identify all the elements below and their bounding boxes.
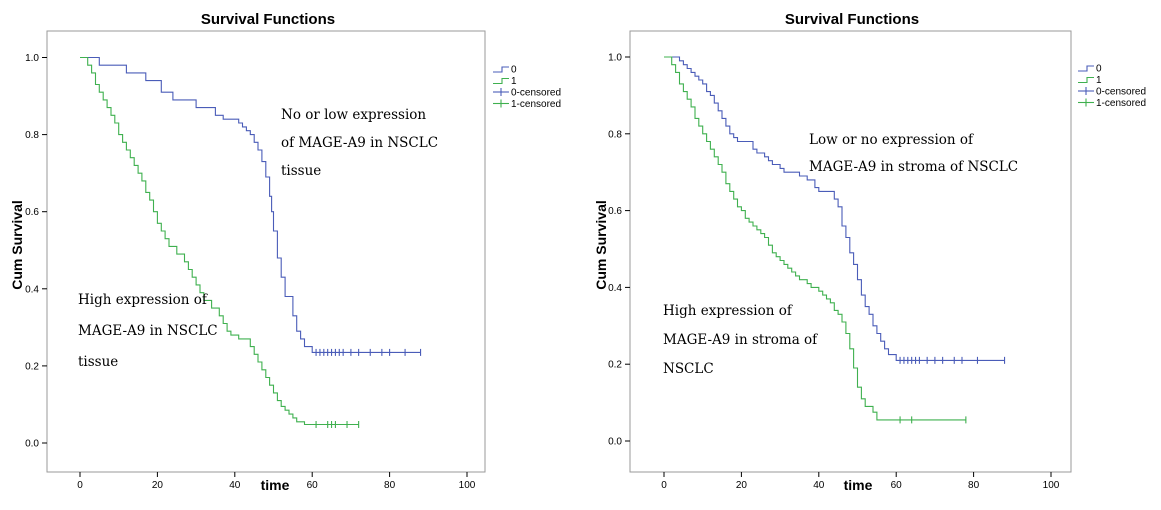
annotation-line: Low or no expression of xyxy=(809,132,974,148)
x-tick-label: 40 xyxy=(813,480,825,491)
annotation-line: MAGE-A9 in NSCLC xyxy=(78,323,218,339)
x-tick-label: 20 xyxy=(736,480,748,491)
chart-title: Survival Functions xyxy=(201,11,335,28)
x-tick-label: 60 xyxy=(307,480,319,491)
series-0-curve xyxy=(80,56,421,353)
y-tick-label: 1.0 xyxy=(608,53,622,64)
chart-panel-1: Survival Functions 0.0 0.2 0.4 0.6 0.8 1.0 0 20 4… xyxy=(9,11,561,493)
y-axis-label: Cum Survival xyxy=(593,200,609,289)
y-tick-label: 0.4 xyxy=(25,284,39,295)
legend-label-0: 0 xyxy=(1096,64,1102,75)
legend-label-0-censored: 0-censored xyxy=(511,88,561,99)
y-tick-label: 0.2 xyxy=(608,360,622,371)
y-axis-label: Cum Survival xyxy=(9,200,25,289)
annotation-1: No or low expression of MAGE-A9 in NSCLC t… xyxy=(281,107,438,179)
x-axis-label: time xyxy=(261,477,290,493)
legend-label-0-censored: 0-censored xyxy=(1096,87,1146,98)
annotation-2: High expression of MAGE-A9 in NSCLC tissue xyxy=(78,292,218,370)
plot-frame xyxy=(629,30,1072,473)
x-tick-label: 60 xyxy=(891,480,903,491)
annotation-line: tissue xyxy=(281,163,321,179)
x-tick-label: 100 xyxy=(459,480,476,491)
chart-panel-2: Survival Functions 0.0 0.2 0.4 0.6 0.8 1.0 0 20 4… xyxy=(593,11,1146,493)
x-axis-label: time xyxy=(844,477,873,493)
legend-swatch-1 xyxy=(1078,76,1094,84)
series-1-curve xyxy=(664,56,966,421)
legend-swatch-1 xyxy=(493,77,509,85)
y-tick-label: 0.0 xyxy=(608,437,622,448)
y-tick-label: 0.8 xyxy=(608,129,622,140)
y-tick-label: 0.6 xyxy=(608,206,622,217)
legend-label-1: 1 xyxy=(511,76,517,87)
annotation-line: MAGE-A9 in stroma of xyxy=(663,332,818,348)
series-1-curve xyxy=(80,56,359,426)
x-tick-label: 20 xyxy=(152,480,164,491)
annotation-line: High expression of xyxy=(78,292,208,308)
annotation-line: tissue xyxy=(78,354,118,370)
legend-label-1: 1 xyxy=(1096,75,1102,86)
x-tick-label: 0 xyxy=(661,480,667,491)
legend-label-1-censored: 1-censored xyxy=(511,99,561,110)
legend-swatch-0 xyxy=(1078,65,1094,72)
annotation-2: High expression of MAGE-A9 in stroma of NS… xyxy=(663,303,818,377)
y-tick-label: 0.0 xyxy=(25,439,39,450)
legend-label-1-censored: 1-censored xyxy=(1096,98,1146,109)
legend-swatch-0 xyxy=(493,66,509,73)
annotation-line: MAGE-A9 in stroma of NSCLC xyxy=(809,159,1018,175)
annotation-line: High expression of xyxy=(663,303,793,319)
y-tick-label: 0.8 xyxy=(25,130,39,141)
legend-label-0: 0 xyxy=(511,65,517,76)
x-tick-label: 40 xyxy=(229,480,241,491)
annotation-line: NSCLC xyxy=(663,361,714,377)
y-tick-label: 0.4 xyxy=(608,283,622,294)
chart-title: Survival Functions xyxy=(785,11,919,28)
y-tick-label: 0.6 xyxy=(25,207,39,218)
y-tick-label: 1.0 xyxy=(25,53,39,64)
x-tick-label: 80 xyxy=(384,480,396,491)
annotation-line: No or low expression xyxy=(281,107,426,123)
x-tick-label: 80 xyxy=(968,480,980,491)
series-0-curve xyxy=(664,56,1005,361)
annotation-1: Low or no expression of MAGE-A9 in stroma… xyxy=(809,132,1018,175)
x-tick-label: 100 xyxy=(1043,480,1060,491)
annotation-line: of MAGE-A9 in NSCLC xyxy=(281,135,438,151)
y-tick-label: 0.2 xyxy=(25,361,39,372)
x-tick-label: 0 xyxy=(77,480,83,491)
plot-frame xyxy=(46,30,486,473)
